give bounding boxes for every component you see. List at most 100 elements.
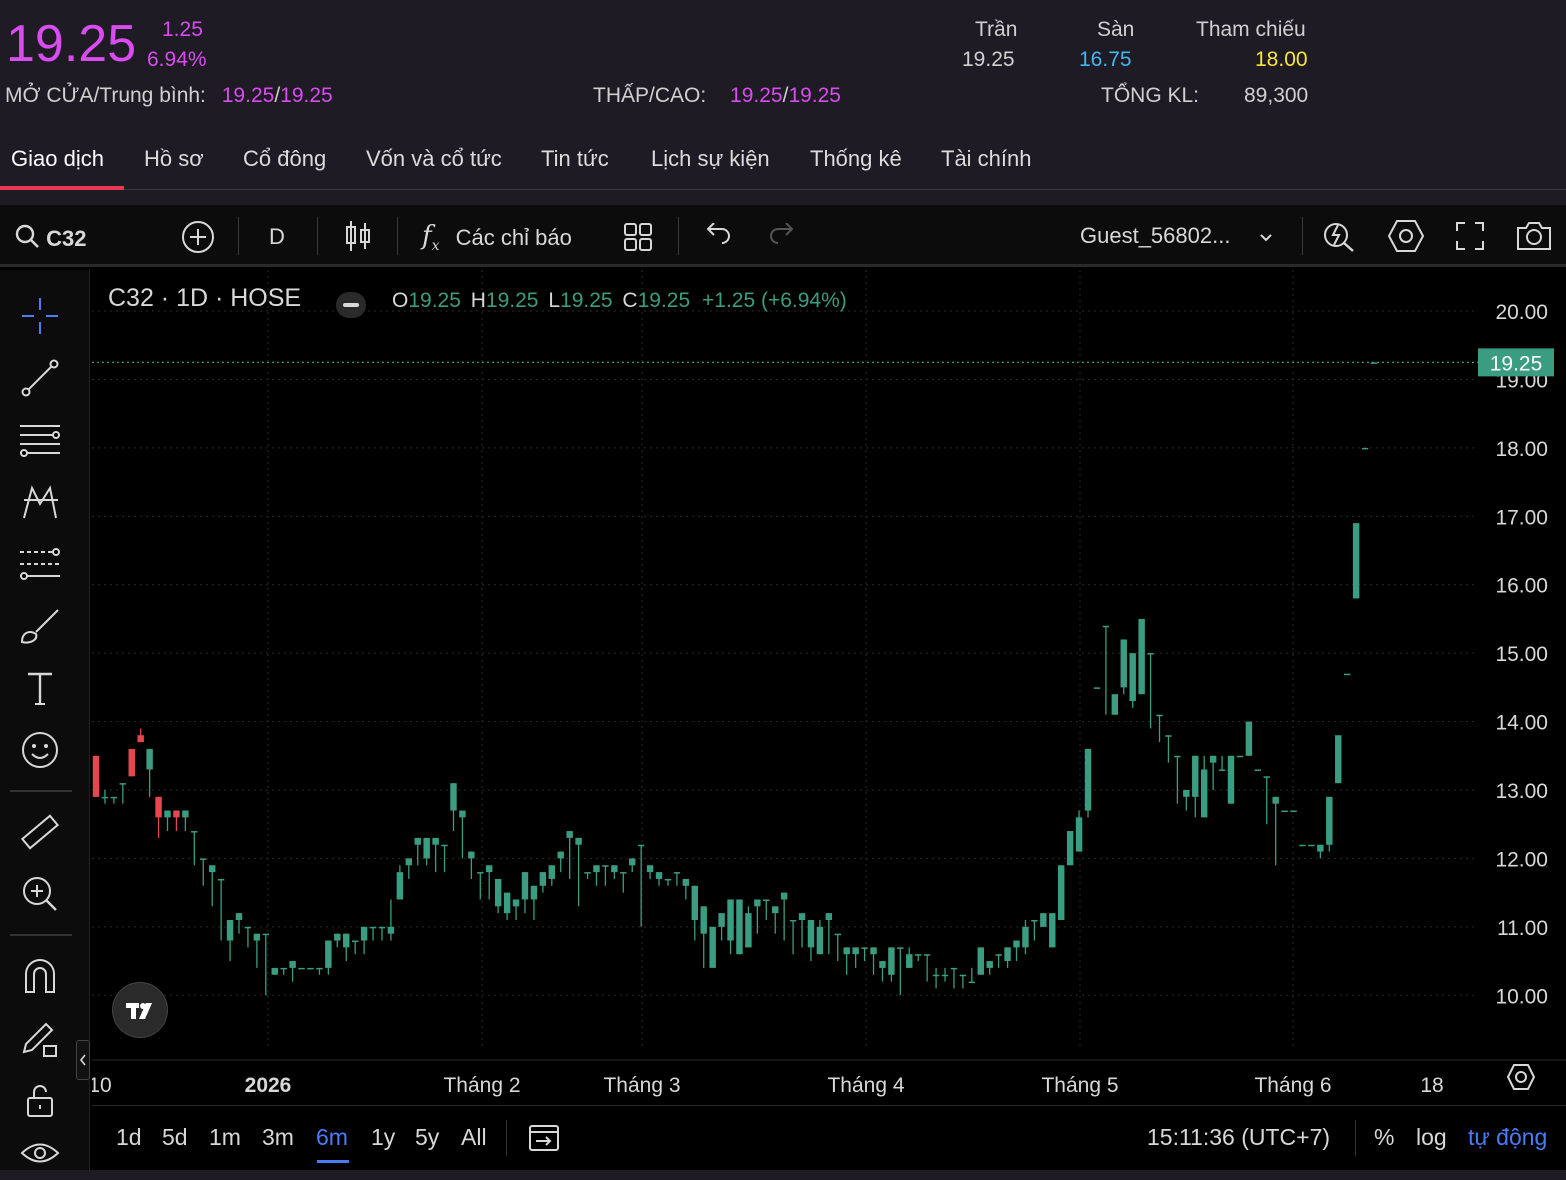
indicators-button[interactable]: fx Các chỉ báo: [422, 221, 572, 254]
tab-bar: Giao dịch Hồ sơ Cổ đông Vốn và cổ tức Ti…: [0, 140, 1566, 190]
tab-shareholders[interactable]: Cổ đông: [243, 146, 327, 171]
goto-date-button[interactable]: [528, 1122, 562, 1159]
candle-body: [441, 844, 448, 847]
pencil-lock-icon: [18, 1022, 62, 1064]
tab-capital-dividend[interactable]: Vốn và cổ tức: [366, 146, 502, 171]
quick-search-button[interactable]: [1322, 219, 1356, 259]
candle-body: [673, 872, 681, 874]
range-3m[interactable]: 3m: [262, 1124, 294, 1150]
lock-all-tool[interactable]: [18, 1078, 62, 1122]
user-menu[interactable]: Guest_56802...: [1080, 223, 1273, 249]
candle-body: [316, 967, 323, 970]
settings-button[interactable]: [1387, 219, 1425, 259]
candle-body: [807, 920, 815, 948]
visibility-tool[interactable]: [18, 1136, 62, 1180]
brush-tool[interactable]: [18, 604, 62, 648]
candle-body: [843, 947, 850, 955]
toolbar-divider: [397, 217, 398, 255]
candle-body: [137, 735, 144, 743]
candle-body: [1075, 817, 1083, 852]
candle-body: [164, 810, 171, 818]
trendline-tool[interactable]: [18, 356, 62, 400]
pattern-tool[interactable]: [18, 480, 62, 524]
candle-body: [923, 954, 931, 956]
measure-tool[interactable]: [18, 810, 62, 854]
candle-body: [1013, 940, 1020, 948]
crosshair-tool[interactable]: [18, 294, 62, 338]
log-toggle[interactable]: log: [1416, 1124, 1447, 1150]
candle-body: [593, 865, 600, 873]
tradingview-logo[interactable]: [112, 982, 168, 1038]
active-range-underline: [317, 1160, 349, 1163]
range-divider: [506, 1120, 507, 1156]
legend-collapse-button[interactable]: [336, 292, 366, 318]
range-5d[interactable]: 5d: [162, 1124, 188, 1150]
drawing-toolbar: [0, 270, 90, 1170]
tab-trading[interactable]: Giao dịch: [11, 146, 104, 171]
y-tick-label: 13.00: [1495, 780, 1548, 803]
chart-type-button[interactable]: [343, 219, 373, 259]
screenshot-button[interactable]: [1515, 220, 1553, 258]
candlestick-chart[interactable]: 20.0019.0018.0017.0016.0015.0014.0013.00…: [92, 270, 1566, 1105]
candle-body: [307, 967, 314, 970]
lock-drawing-tool[interactable]: [18, 1016, 62, 1060]
candle-body: [575, 837, 582, 845]
candle-body: [995, 954, 1002, 956]
high-label: H: [470, 289, 486, 312]
forecast-tool[interactable]: [18, 542, 62, 586]
range-5y[interactable]: 5y: [415, 1124, 440, 1150]
interval-button[interactable]: D: [269, 224, 285, 249]
clock-display[interactable]: 15:11:36 (UTC+7): [1147, 1124, 1331, 1150]
tab-news[interactable]: Tin tức: [541, 146, 609, 171]
range-1y[interactable]: 1y: [371, 1124, 396, 1150]
magnet-tool[interactable]: [18, 954, 62, 998]
candle-body: [1245, 721, 1253, 756]
open-avg-slash: /: [274, 84, 281, 107]
toolbar-divider: [238, 217, 239, 255]
candle-body: [1031, 920, 1038, 922]
redo-button[interactable]: [768, 222, 796, 253]
layout-button[interactable]: [622, 221, 654, 259]
candle-body: [450, 783, 457, 811]
candle-body: [289, 961, 296, 968]
scale-settings-button[interactable]: [1506, 1062, 1536, 1097]
collapse-toolbar-button[interactable]: [76, 1040, 90, 1080]
candle-body: [789, 920, 797, 922]
open-avg-row: MỞ CỬA/Trung bình: 19.25/19.25: [5, 84, 333, 108]
text-tool[interactable]: [18, 666, 62, 710]
range-all[interactable]: All: [461, 1124, 487, 1150]
tab-events[interactable]: Lịch sự kiện: [651, 146, 770, 171]
auto-toggle[interactable]: tự động: [1468, 1124, 1548, 1150]
candle-body: [1057, 865, 1065, 920]
fib-tool[interactable]: [18, 418, 62, 462]
candle-body: [1004, 947, 1011, 962]
candle-body: [834, 933, 841, 936]
undo-button[interactable]: [704, 222, 732, 253]
zoom-tool[interactable]: [18, 872, 62, 916]
y-tick-label: 12.00: [1495, 848, 1548, 871]
candle-body: [1022, 926, 1029, 948]
range-1m[interactable]: 1m: [209, 1124, 241, 1150]
candle-body: [360, 926, 368, 941]
tradingview-icon: [113, 1003, 169, 1043]
tab-finance[interactable]: Tài chính: [941, 146, 1032, 171]
candle-body: [494, 878, 502, 907]
compare-button[interactable]: [181, 220, 215, 260]
candle-body: [897, 947, 904, 949]
candle-body: [387, 926, 395, 934]
symbol-search[interactable]: C32: [14, 223, 86, 255]
lightning-search-icon: [1322, 223, 1356, 258]
percent-toggle[interactable]: %: [1374, 1124, 1395, 1150]
range-1d[interactable]: 1d: [116, 1124, 142, 1150]
tab-profile[interactable]: Hồ sơ: [144, 146, 204, 171]
emoji-tool[interactable]: [18, 728, 62, 772]
range-6m[interactable]: 6m: [316, 1124, 348, 1150]
candle-body: [1263, 776, 1270, 778]
chart-pane[interactable]: 20.00 19.00 18.00 17.00 16.00 15.00 14.00 13.00…: [92, 270, 1566, 1170]
candle-body: [664, 878, 672, 881]
volume-value: 89,300: [1244, 84, 1309, 107]
tab-statistics[interactable]: Thống kê: [810, 146, 902, 171]
fx-icon: fx: [422, 221, 440, 255]
legend-title: C32 · 1D · HOSE: [108, 284, 302, 312]
fullscreen-button[interactable]: [1455, 221, 1485, 257]
